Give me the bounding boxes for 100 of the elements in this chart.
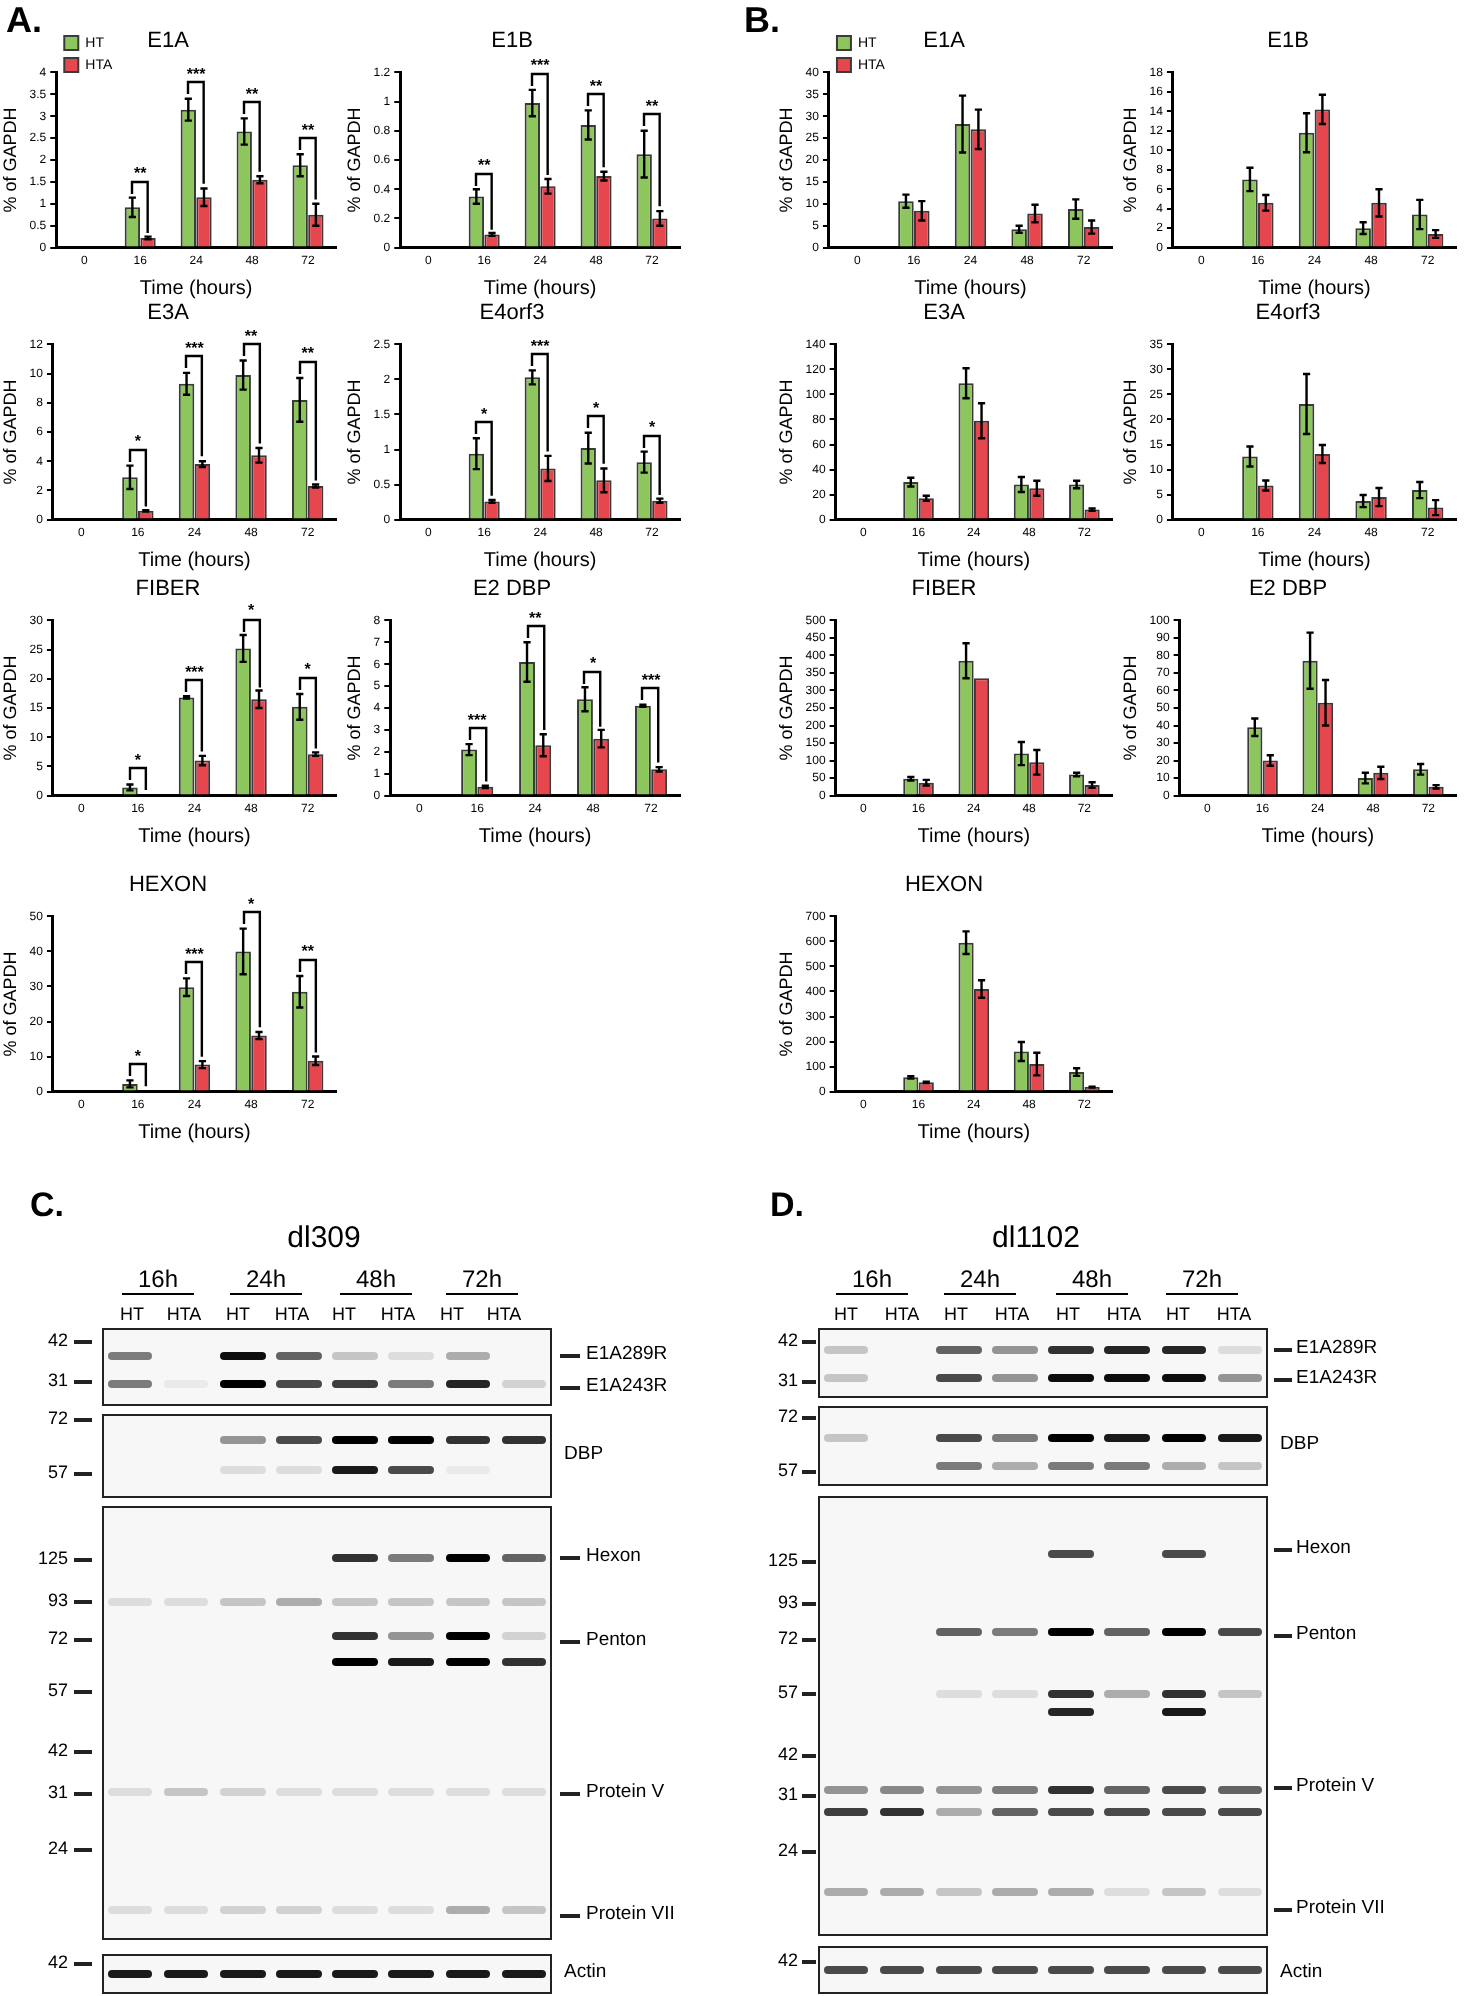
chart-title: HEXON (128, 873, 208, 898)
text: HTA (1216, 1304, 1252, 1324)
text: Actin (564, 1961, 607, 1983)
chart-title: E1A (147, 29, 191, 54)
text: HTA (274, 1304, 310, 1324)
y-axis-title: % of GAPDH (1119, 379, 1140, 485)
chart-title: E4orf3 (479, 301, 545, 326)
text: HTA (166, 1304, 202, 1324)
annotation: ** (301, 942, 316, 961)
text: 42 (47, 1330, 68, 1350)
y-axis-title: % of GAPDH (343, 379, 364, 485)
annotation: * (589, 653, 598, 672)
chart-title: E3A (147, 301, 191, 326)
annotation: *** (530, 336, 552, 355)
text: 72 (47, 1408, 68, 1428)
y-axis-title: % of GAPDH (775, 107, 796, 213)
x-axis-title: Time (hours) (917, 825, 1031, 848)
y-axis-title: % of GAPDH (0, 379, 20, 485)
text: 16h (835, 1265, 909, 1295)
text: Protein VII (586, 1903, 675, 1925)
chart-title: E1A (923, 29, 967, 54)
text: dl1102 (992, 1221, 1080, 1255)
annotation: *** (530, 56, 552, 75)
chart-title: FIBER (135, 577, 201, 602)
annotation: *** (185, 662, 206, 681)
x-axis-title: Time (hours) (483, 549, 597, 572)
chart-title: FIBER (911, 577, 977, 602)
text: HT (944, 1304, 968, 1324)
chart-title: E2 DBP (1248, 577, 1328, 602)
x-axis-title: Time (hours) (478, 825, 592, 848)
text: 42 (777, 1744, 798, 1764)
annotation: *** (467, 710, 489, 729)
y-axis-title: % of GAPDH (0, 107, 20, 213)
annotation: * (247, 601, 256, 620)
y-axis-title: % of GAPDH (0, 951, 20, 1057)
annotation: ** (301, 344, 316, 363)
text: D. (770, 1186, 804, 1226)
y-axis-title: % of GAPDH (343, 107, 364, 213)
chart-title: E4orf3 (1255, 301, 1321, 326)
text: Penton (586, 1629, 647, 1651)
x-axis-title: Time (hours) (139, 277, 253, 300)
x-axis-title: Time (hours) (483, 277, 597, 300)
text: 42 (47, 1952, 68, 1972)
text: 48h (1055, 1265, 1129, 1295)
annotation: ** (645, 97, 661, 116)
annotation: ** (244, 326, 260, 345)
x-axis-title: Time (hours) (138, 1121, 251, 1144)
chart-title: E1B (491, 29, 533, 54)
text: HT (332, 1304, 356, 1324)
text: 125 (37, 1548, 68, 1568)
text: Protein V (1296, 1775, 1375, 1797)
chart-title: E2 DBP (472, 577, 552, 602)
annotation: * (134, 750, 143, 769)
annotation: * (247, 895, 256, 914)
text: 24 (777, 1840, 798, 1860)
text: 24h (943, 1265, 1017, 1295)
y-axis-title: % of GAPDH (775, 951, 796, 1057)
text: Penton (1296, 1623, 1357, 1645)
x-axis-title: Time (hours) (1258, 549, 1371, 572)
text: 42 (47, 1740, 68, 1760)
text: Protein VII (1296, 1897, 1385, 1919)
x-axis-title: Time (hours) (914, 277, 1027, 300)
text: dl309 (287, 1221, 361, 1255)
text: 31 (47, 1782, 68, 1802)
annotation: * (304, 660, 313, 679)
text: 72 (777, 1628, 798, 1648)
text: 57 (47, 1680, 68, 1700)
annotation: ** (245, 84, 261, 103)
text: Hexon (1296, 1537, 1351, 1559)
annotation: ** (477, 155, 493, 174)
text: HTA (1106, 1304, 1142, 1324)
y-axis-title: % of GAPDH (1119, 655, 1140, 761)
text: 72 (47, 1628, 68, 1648)
annotation: ** (589, 76, 605, 95)
text: 31 (47, 1370, 68, 1390)
text: 24h (229, 1265, 303, 1295)
annotation: * (481, 404, 490, 423)
text: B. (744, 0, 780, 42)
text: 72 (777, 1406, 798, 1426)
text: HT (1166, 1304, 1190, 1324)
x-axis-title: Time (hours) (917, 1121, 1031, 1144)
text: 72h (445, 1265, 519, 1295)
annotation: *** (641, 671, 663, 690)
y-axis-title: % of GAPDH (1119, 107, 1140, 213)
annotation: * (134, 431, 143, 450)
x-axis-title: Time (hours) (1261, 825, 1375, 848)
annotation: *** (186, 65, 208, 84)
text: 31 (777, 1784, 798, 1804)
annotation: * (592, 399, 601, 418)
text: 93 (47, 1590, 68, 1610)
text: E1A243R (1296, 1367, 1378, 1389)
text: 93 (777, 1592, 798, 1612)
text: 16h (121, 1265, 195, 1295)
y-axis-title: % of GAPDH (0, 655, 20, 761)
text: A. (6, 0, 42, 42)
annotation: ** (528, 608, 544, 627)
x-axis-title: Time (hours) (138, 549, 251, 572)
text: DBP (564, 1443, 604, 1465)
text: 42 (777, 1950, 798, 1970)
y-axis-title: % of GAPDH (775, 655, 796, 761)
